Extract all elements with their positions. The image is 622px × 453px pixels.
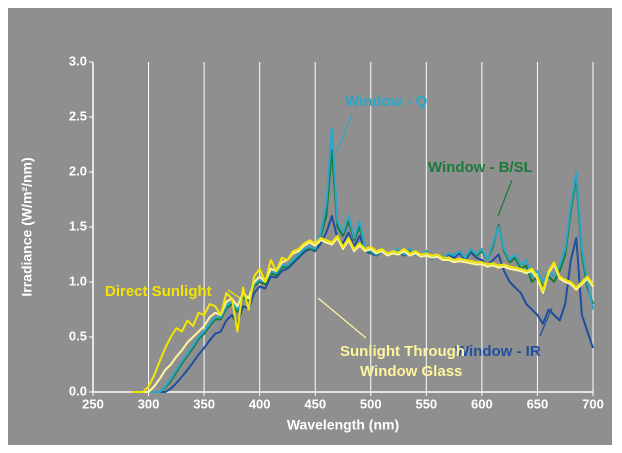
y-tick-label: 0.5 (69, 328, 87, 343)
series-line (131, 237, 594, 393)
y-tick-label: 1.5 (69, 218, 87, 233)
chart-background (8, 8, 612, 445)
x-tick-label: 550 (415, 396, 437, 411)
series-line (131, 234, 594, 393)
y-axis-title: Irradiance (W/m²/nm) (19, 157, 35, 296)
leader-line (497, 179, 513, 217)
leader-line (336, 113, 353, 153)
x-tick-label: 650 (527, 396, 549, 411)
x-tick-label: 450 (304, 396, 326, 411)
y-tick-label: 3.0 (69, 53, 87, 68)
x-tick-label: 600 (471, 396, 493, 411)
series-label: Direct Sunlight (105, 283, 212, 300)
series-label: Window - Q (345, 93, 428, 110)
series-label: Sunlight Through (340, 343, 465, 360)
series-line (131, 127, 594, 393)
x-axis-title: Wavelength (nm) (287, 417, 399, 433)
y-tick-label: 1.0 (69, 273, 87, 288)
series-line (131, 215, 594, 393)
x-tick-label: 350 (193, 396, 215, 411)
x-tick-label: 250 (82, 396, 104, 411)
leader-line (539, 307, 553, 337)
series-label: Window - IR (455, 343, 541, 360)
series-label: Window - B/SL (428, 159, 533, 176)
x-tick-label: 700 (582, 396, 604, 411)
leader-line (317, 297, 367, 339)
series-label: Window Glass (360, 363, 462, 380)
x-tick-label: 500 (360, 396, 382, 411)
y-tick-label: 2.5 (69, 108, 87, 123)
y-tick-label: 2.0 (69, 163, 87, 178)
y-tick-label: 0.0 (69, 383, 87, 398)
x-tick-label: 300 (138, 396, 160, 411)
x-tick-label: 400 (249, 396, 271, 411)
leader-line (227, 289, 241, 299)
